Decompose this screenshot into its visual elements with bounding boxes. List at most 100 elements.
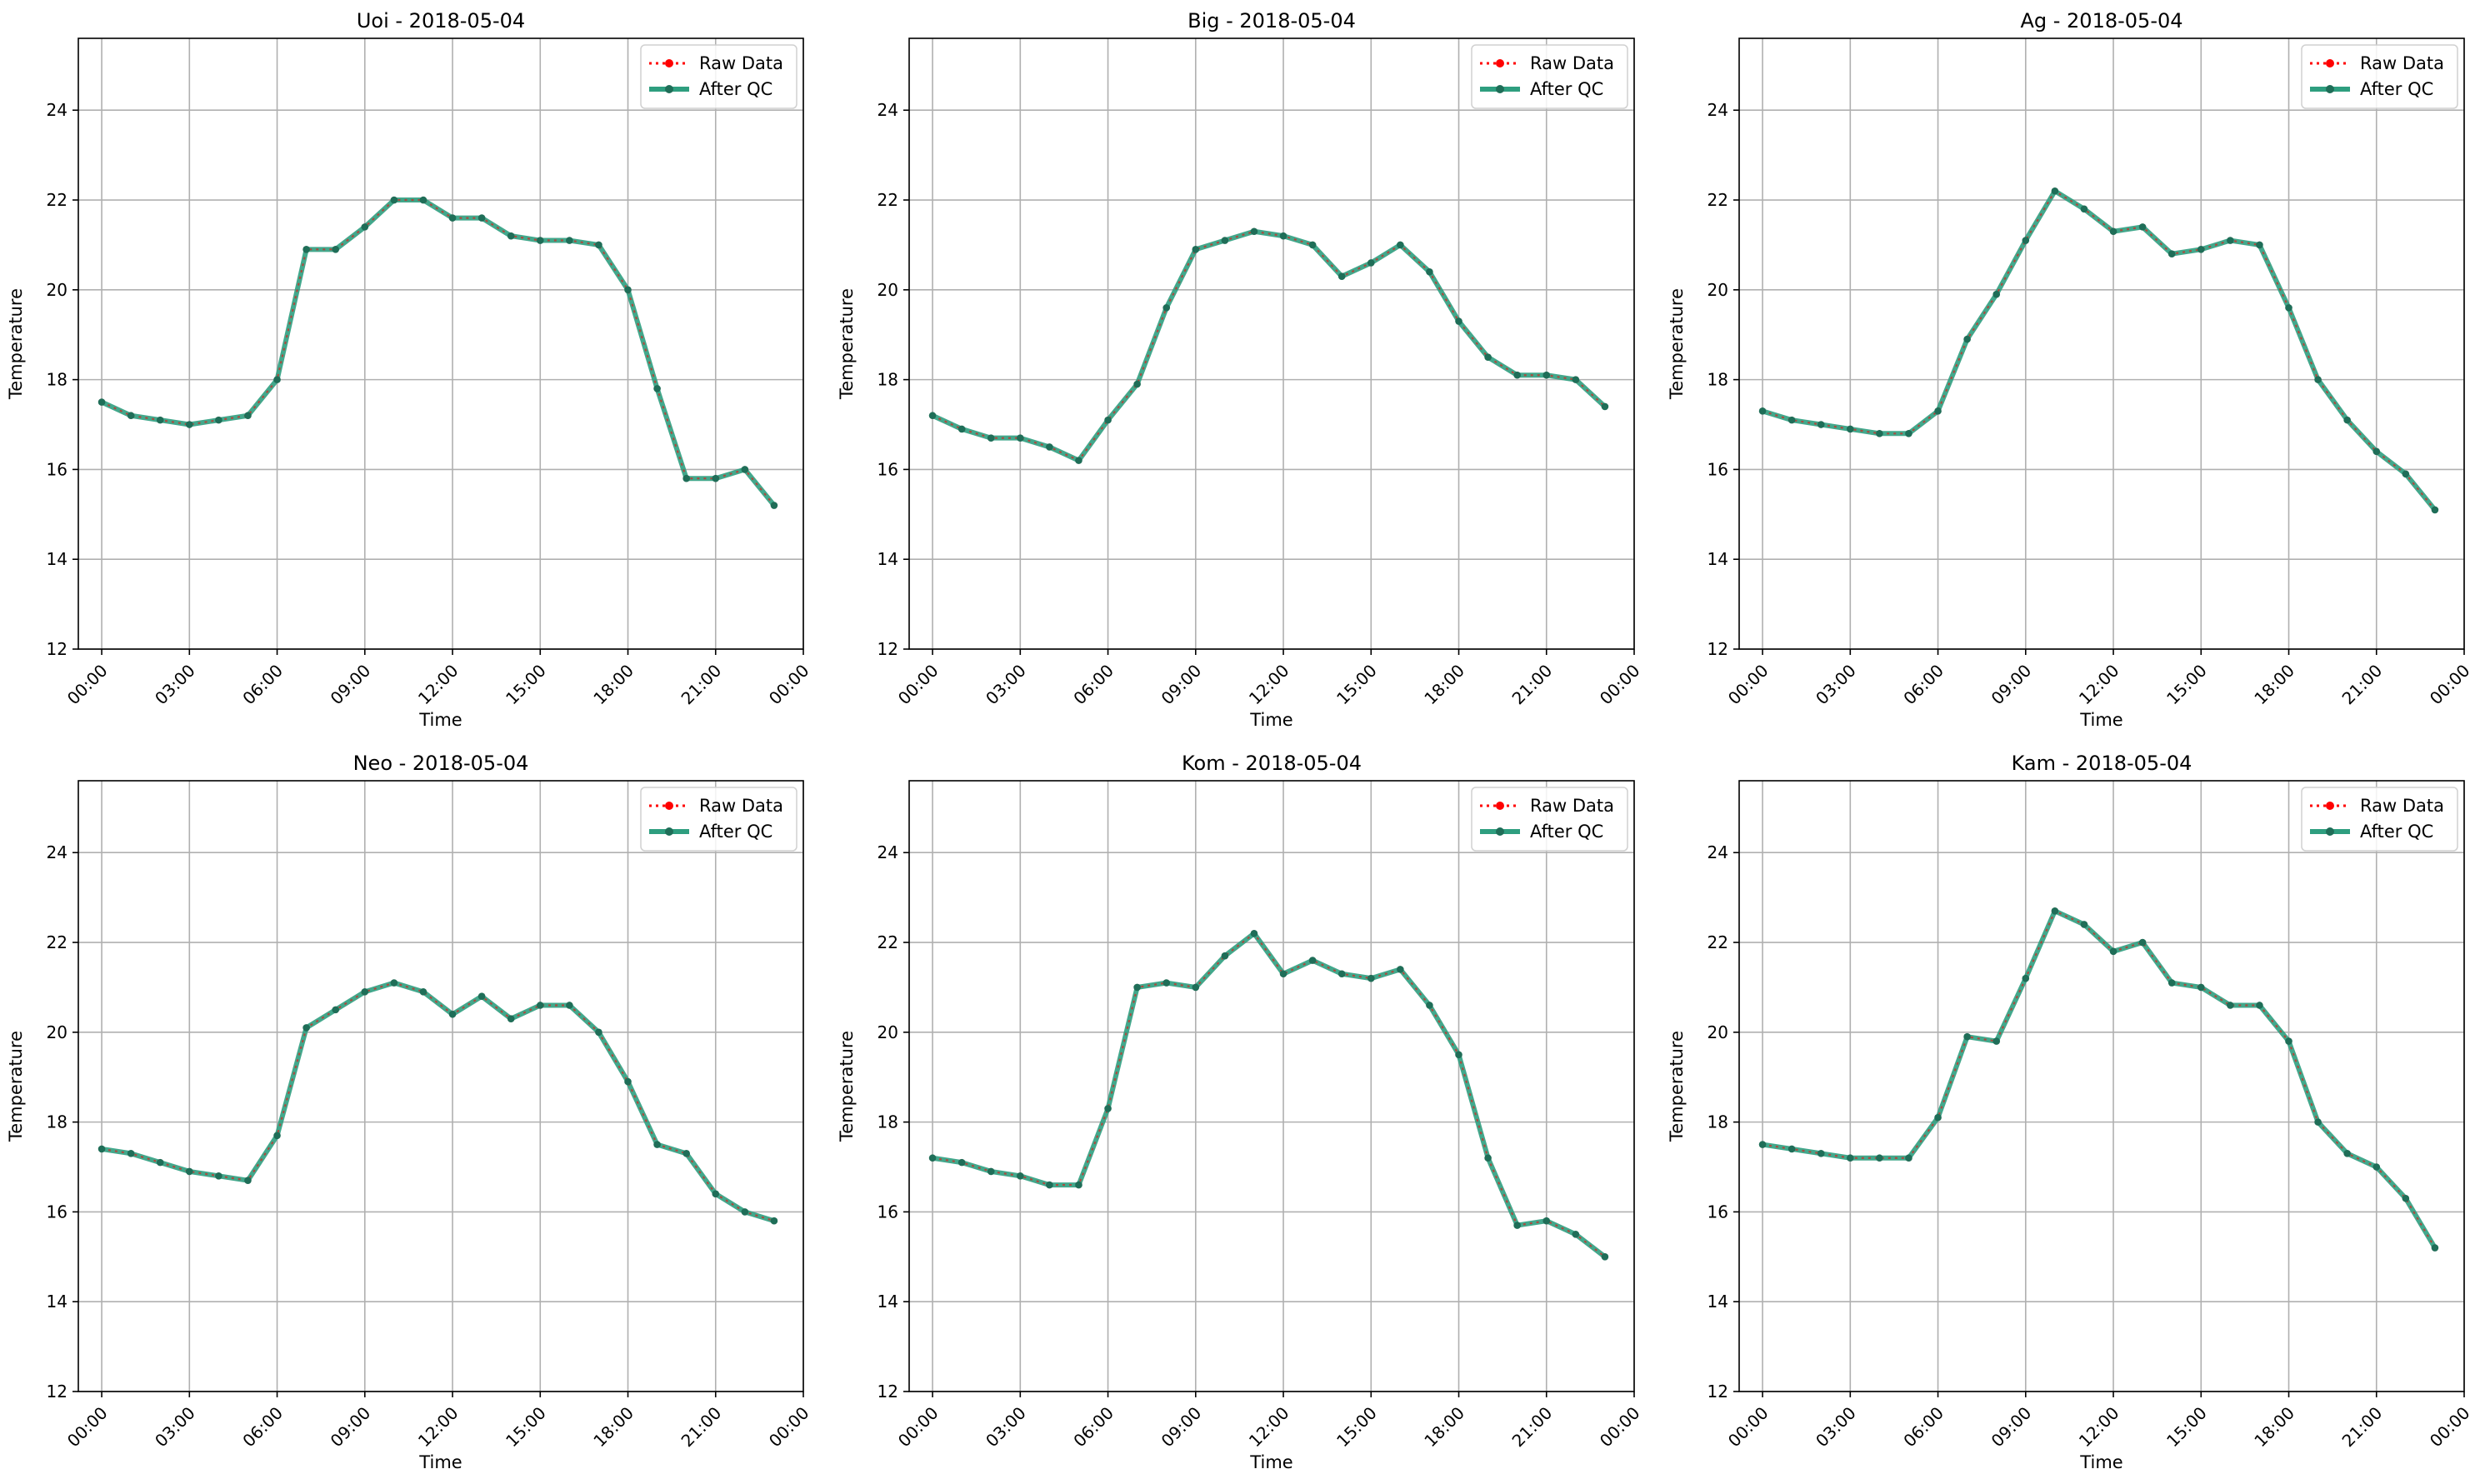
data-point-after-qc: [186, 1167, 193, 1176]
data-point-after-qc: [1542, 371, 1551, 379]
series-line-after-qc: [101, 980, 775, 1224]
data-point-after-qc: [928, 412, 937, 420]
x-tick-label: 09:00: [327, 1403, 375, 1452]
data-point-after-qc: [2285, 304, 2292, 312]
x-tick-label: 12:00: [2075, 1403, 2123, 1452]
legend-frame: [640, 787, 798, 852]
x-tick-label: 12:00: [1245, 661, 1293, 709]
data-point-after-qc: [1513, 1222, 1521, 1229]
data-point-after-qc: [2227, 237, 2234, 244]
data-point-after-qc: [2343, 1150, 2351, 1157]
data-point-after-qc: [1601, 1253, 1609, 1261]
y-axis-label: Temperature: [6, 288, 26, 400]
y-tick-label: 20: [47, 1022, 68, 1042]
data-point-after-qc: [958, 425, 966, 433]
x-tick-label: 15:00: [2162, 661, 2211, 709]
data-point-after-qc: [507, 1015, 515, 1022]
x-tick-label: 00:00: [1724, 1403, 1772, 1452]
data-point-after-qc: [1104, 416, 1112, 424]
grid: [909, 38, 1635, 650]
y-tick-label: 16: [1708, 459, 1728, 479]
x-tick-label: 15:00: [1332, 661, 1381, 709]
y-tick-label: 14: [1708, 1292, 1728, 1312]
data-point-after-qc: [2227, 1002, 2234, 1009]
legend-marker-after-qc: [665, 85, 673, 93]
data-point-after-qc: [1934, 407, 1942, 415]
data-point-after-qc: [507, 232, 515, 240]
data-point-after-qc: [1017, 1172, 1024, 1180]
y-tick-label: 20: [47, 280, 68, 300]
x-axis-label: Time: [2079, 710, 2122, 730]
y-tick-label: 24: [878, 842, 898, 862]
x-tick-label: 06:00: [1069, 661, 1118, 709]
x-tick-label: 06:00: [238, 1403, 287, 1452]
data-point-after-qc: [1484, 1154, 1492, 1162]
y-tick-label: 18: [878, 1112, 898, 1132]
data-point-after-qc: [448, 1010, 457, 1018]
data-point-after-qc: [478, 214, 486, 222]
chart-title: Ag - 2018-05-04: [2020, 9, 2182, 32]
legend-marker-after-qc: [2326, 827, 2334, 836]
data-point-after-qc: [1426, 1002, 1433, 1009]
y-axis-label: Temperature: [1667, 288, 1687, 400]
data-point-after-qc: [1075, 457, 1082, 464]
data-point-after-qc: [1308, 957, 1317, 964]
data-point-after-qc: [958, 1158, 966, 1167]
y-tick-label: 12: [1708, 639, 1728, 659]
chart-title: Big - 2018-05-04: [1188, 9, 1356, 32]
data-point-after-qc: [928, 1154, 937, 1162]
legend-frame: [1471, 787, 1628, 852]
chart-title: Neo - 2018-05-04: [353, 752, 529, 775]
data-point-after-qc: [2256, 241, 2263, 249]
x-tick-label: 00:00: [894, 661, 942, 709]
data-point-after-qc: [1542, 1217, 1551, 1225]
x-tick-label: 03:00: [1812, 1403, 1860, 1452]
data-point-after-qc: [536, 237, 544, 244]
data-point-after-qc: [2372, 447, 2381, 456]
x-axis-label: Time: [2079, 1452, 2122, 1472]
data-point-after-qc: [2022, 974, 2030, 982]
chart-panel-5: 12 14 16 18 20 22 24 00:00 03:00 06:00 09:00 12:00 1…: [837, 752, 1644, 1472]
y-axis-label: Temperature: [837, 1031, 857, 1142]
data-point-after-qc: [390, 979, 398, 987]
data-point-after-qc: [2022, 237, 2030, 244]
data-point-after-qc: [1221, 237, 1229, 244]
x-tick-label: 18:00: [2250, 1403, 2298, 1452]
legend-marker-after-qc: [2326, 85, 2334, 93]
data-point-after-qc: [2431, 1244, 2439, 1252]
data-point-after-qc: [2402, 470, 2410, 478]
data-point-after-qc: [2343, 416, 2351, 424]
series-line-raw-data: [1762, 909, 2436, 1249]
data-point-after-qc: [1104, 1105, 1112, 1112]
y-tick-label: 22: [47, 932, 68, 952]
x-tick-label: 06:00: [1899, 661, 1948, 709]
data-point-after-qc: [1250, 227, 1258, 236]
data-point-after-qc: [1192, 983, 1200, 992]
data-point-after-qc: [741, 466, 749, 473]
data-point-after-qc: [1905, 429, 1912, 437]
legend-frame: [2301, 787, 2458, 852]
data-point-after-qc: [127, 1150, 135, 1157]
x-tick-label: 09:00: [327, 661, 375, 709]
data-point-after-qc: [1279, 232, 1288, 240]
y-tick-label: 20: [1708, 1022, 1728, 1042]
x-tick-label: 21:00: [1508, 661, 1557, 709]
data-point-after-qc: [361, 223, 369, 231]
data-point-after-qc: [1817, 421, 1825, 428]
data-point-after-qc: [1788, 416, 1796, 424]
data-point-after-qc: [1250, 929, 1258, 937]
axes-frame: [1738, 780, 2465, 1392]
data-point-after-qc: [1847, 1154, 1854, 1162]
data-point-after-qc: [1338, 970, 1346, 978]
x-tick-label: 09:00: [1158, 1403, 1206, 1452]
y-tick-label: 16: [47, 1202, 68, 1222]
legend-label-after-qc: After QC: [1530, 822, 1603, 842]
data-point-after-qc: [2431, 506, 2439, 514]
data-point-after-qc: [419, 988, 428, 996]
x-tick-label: 00:00: [894, 1403, 942, 1452]
data-point-after-qc: [1876, 429, 1883, 437]
y-tick-label: 16: [1708, 1202, 1728, 1222]
y-tick-label: 24: [1708, 842, 1728, 862]
data-point-after-qc: [1017, 434, 1024, 442]
y-tick-label: 12: [878, 639, 898, 659]
